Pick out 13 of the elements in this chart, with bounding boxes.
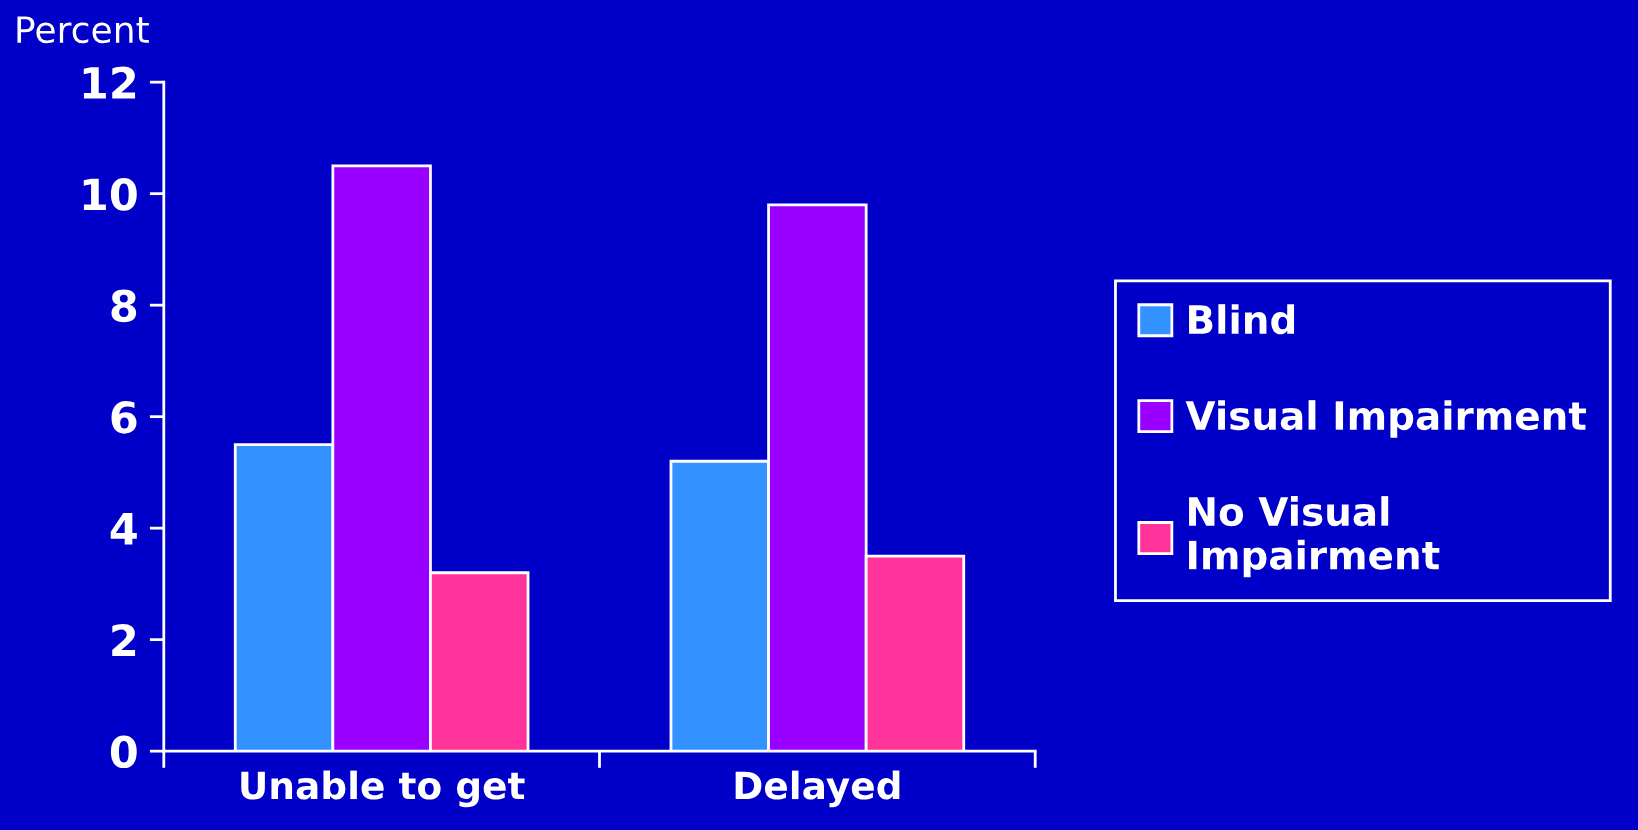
x-tick-label: Delayed: [735, 770, 900, 808]
y-tick-label: 2: [112, 624, 136, 657]
y-tick-label: 6: [111, 401, 137, 434]
y-tick-label: 12: [83, 66, 136, 99]
legend-label: No Visual Impairment: [1189, 496, 1440, 578]
y-tick-label: 8: [111, 289, 137, 323]
y-axis-title: Percent: [17, 16, 149, 44]
legend-label: Blind: [1189, 304, 1295, 335]
x-tick-label: Unable to get: [241, 770, 525, 808]
y-tick-label: 10: [83, 178, 137, 211]
y-tick-label: 4: [110, 513, 137, 545]
y-tick-label: 0: [110, 735, 137, 769]
legend-label: Visual Impairment: [1185, 400, 1587, 438]
